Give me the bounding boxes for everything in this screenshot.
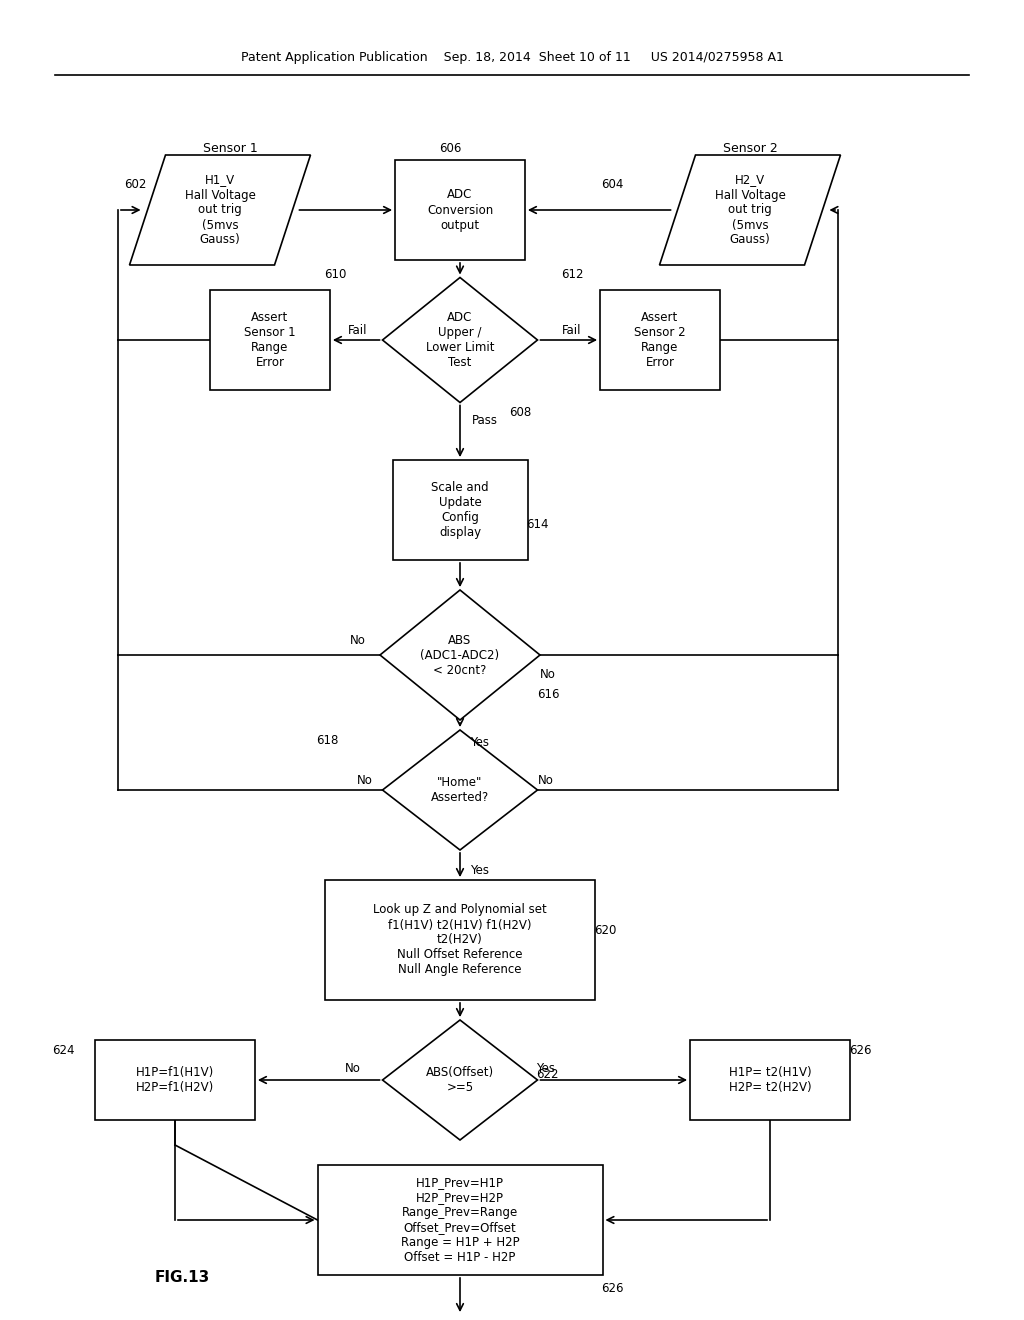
FancyBboxPatch shape [325,880,595,1001]
Text: 618: 618 [316,734,339,747]
Text: H1P= t2(H1V)
H2P= t2(H2V): H1P= t2(H1V) H2P= t2(H2V) [729,1067,811,1094]
Text: FIG.13: FIG.13 [155,1270,210,1286]
Text: 626: 626 [849,1044,871,1056]
Text: Patent Application Publication    Sep. 18, 2014  Sheet 10 of 11     US 2014/0275: Patent Application Publication Sep. 18, … [241,51,783,65]
Text: No: No [538,774,553,787]
Text: ADC
Upper /
Lower Limit
Test: ADC Upper / Lower Limit Test [426,312,495,370]
FancyBboxPatch shape [395,160,525,260]
FancyBboxPatch shape [600,290,720,389]
Polygon shape [659,154,841,265]
Text: No: No [540,668,556,681]
Polygon shape [383,1020,538,1140]
Text: Yes: Yes [470,735,489,748]
FancyBboxPatch shape [210,290,330,389]
Text: Look up Z and Polynomial set
f1(H1V) t2(H1V) f1(H2V)
t2(H2V)
Null Offset Referen: Look up Z and Polynomial set f1(H1V) t2(… [373,903,547,977]
Text: ABS(Offset)
>=5: ABS(Offset) >=5 [426,1067,494,1094]
Text: Sensor 1: Sensor 1 [203,141,257,154]
Text: H1_V
Hall Voltage
out trig
(5mvs
Gauss): H1_V Hall Voltage out trig (5mvs Gauss) [184,173,255,247]
Polygon shape [383,730,538,850]
Text: 602: 602 [124,178,146,191]
Text: Assert
Sensor 2
Range
Error: Assert Sensor 2 Range Error [634,312,686,370]
Polygon shape [129,154,310,265]
Text: 604: 604 [601,178,624,191]
Text: Yes: Yes [470,863,489,876]
FancyBboxPatch shape [95,1040,255,1119]
Text: No: No [356,774,373,787]
Text: 606: 606 [439,141,461,154]
Polygon shape [383,277,538,403]
Text: 608: 608 [509,407,531,418]
Text: 612: 612 [561,268,584,281]
Text: Fail: Fail [348,323,368,337]
Text: Yes: Yes [536,1061,555,1074]
FancyBboxPatch shape [392,459,527,560]
Text: 614: 614 [526,519,549,532]
Text: 610: 610 [324,268,346,281]
FancyBboxPatch shape [690,1040,850,1119]
Text: 616: 616 [537,689,559,701]
Text: Pass: Pass [472,414,498,426]
Text: "Home"
Asserted?: "Home" Asserted? [431,776,489,804]
Text: H1P_Prev=H1P
H2P_Prev=H2P
Range_Prev=Range
Offset_Prev=Offset
Range = H1P + H2P
: H1P_Prev=H1P H2P_Prev=H2P Range_Prev=Ran… [400,1176,519,1265]
FancyBboxPatch shape [317,1166,602,1275]
Text: 620: 620 [594,924,616,936]
Text: Fail: Fail [562,323,582,337]
Text: ABS
(ADC1-ADC2)
< 20cnt?: ABS (ADC1-ADC2) < 20cnt? [421,634,500,676]
Text: H2_V
Hall Voltage
out trig
(5mvs
Gauss): H2_V Hall Voltage out trig (5mvs Gauss) [715,173,785,247]
Text: Scale and
Update
Config
display: Scale and Update Config display [431,480,488,539]
Text: 622: 622 [537,1068,559,1081]
Polygon shape [380,590,540,719]
Text: Assert
Sensor 1
Range
Error: Assert Sensor 1 Range Error [244,312,296,370]
Text: No: No [344,1061,360,1074]
Text: 626: 626 [601,1283,624,1295]
Text: 624: 624 [52,1044,75,1056]
Text: Sensor 2: Sensor 2 [723,141,777,154]
Text: ADC
Conversion
output: ADC Conversion output [427,189,494,231]
Text: No: No [350,634,366,647]
Text: H1P=f1(H1V)
H2P=f1(H2V): H1P=f1(H1V) H2P=f1(H2V) [136,1067,214,1094]
